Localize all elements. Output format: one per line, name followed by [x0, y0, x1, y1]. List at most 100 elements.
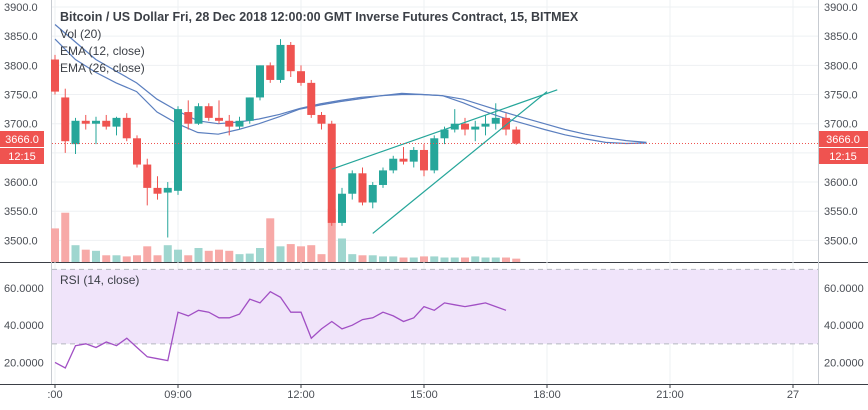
volume-bar [307, 245, 316, 262]
candle-body [215, 117, 223, 121]
ema12-line [54, 38, 647, 145]
volume-bar [450, 257, 459, 262]
study-ema26-label[interactable]: EMA (26, close) [60, 61, 145, 75]
candle-body [420, 149, 428, 171]
candles [51, 39, 521, 238]
volume-bar [389, 256, 398, 262]
volume-bar [481, 257, 490, 262]
study-volume-label[interactable]: Vol (20) [60, 27, 101, 41]
volume-bar [502, 257, 510, 262]
candle-body [307, 82, 316, 115]
volume-bar [256, 248, 264, 262]
volume-bar [163, 245, 172, 262]
candle-body [297, 71, 305, 83]
candle-body [338, 193, 346, 223]
volume-bar [153, 255, 162, 262]
candle-body [379, 170, 387, 185]
volume-bar [102, 255, 111, 262]
candle-body [276, 44, 285, 80]
candle-body [51, 59, 59, 92]
volume-bar [471, 256, 480, 262]
price-tick-label-left: 3550.0 [4, 206, 38, 218]
trendline-2 [331, 89, 558, 170]
volume-bar [317, 254, 326, 262]
candle-body [266, 65, 275, 80]
candle-body [81, 120, 90, 124]
volume-bar [379, 256, 387, 262]
volume-bar [81, 249, 90, 262]
candle-body [143, 164, 152, 188]
candle-body [409, 149, 418, 162]
last-price-right-text: 3666.0 [826, 134, 860, 146]
candle-body [184, 112, 193, 124]
volume-bars [51, 208, 521, 262]
chart-title: Bitcoin / US Dollar Fri, 28 Dec 2018 12:… [60, 10, 579, 24]
candle-body [153, 187, 162, 194]
price-tick-label-right: 3500.0 [824, 235, 858, 247]
candle-body [430, 138, 439, 171]
candle-body [122, 117, 131, 139]
price-tick-label-right: 3850.0 [824, 31, 858, 43]
candle-body [317, 114, 326, 124]
candle-body [399, 158, 408, 162]
rsi-band-fill [52, 269, 818, 344]
rsi-series-line [54, 290, 507, 369]
candle-body [512, 129, 521, 144]
candle-body [389, 158, 398, 171]
candle-body [481, 123, 490, 127]
rsi-label[interactable]: RSI (14, close) [60, 273, 139, 287]
time-tick-label: :00 [47, 389, 62, 401]
volume-bar [51, 228, 59, 262]
volume-bar [71, 245, 80, 262]
volume-bar [368, 255, 377, 262]
candle-body [225, 120, 234, 127]
candle-body [174, 109, 182, 191]
rsi-tick-label-left: 20.0000 [4, 357, 44, 369]
volume-bar [245, 253, 254, 262]
volume-bar [112, 255, 121, 262]
volume-bar [327, 208, 336, 262]
time-tick-label: 12:00 [287, 389, 315, 401]
price-tick-label-left: 3850.0 [4, 31, 38, 43]
candle-body [102, 120, 111, 127]
rsi-line [54, 290, 507, 369]
volume-bar [204, 250, 213, 262]
volume-bar [430, 256, 439, 262]
price-tick-label-left: 3750.0 [4, 90, 38, 102]
candle-body [163, 187, 172, 193]
trendlines[interactable] [331, 89, 558, 234]
ema26-line [54, 24, 647, 143]
candle-body [286, 44, 295, 72]
volume-bar [92, 250, 100, 262]
volume-bar [215, 249, 223, 262]
volume-bar [297, 246, 305, 262]
volume-bar [276, 246, 285, 262]
volume-bar [409, 257, 418, 262]
price-tick-label-right: 3550.0 [824, 206, 858, 218]
volume-bar [491, 257, 500, 262]
time-tick-label: 15:00 [410, 389, 438, 401]
candle-body [235, 120, 244, 127]
candle-body [327, 123, 336, 223]
countdown-right-text: 12:15 [829, 151, 857, 163]
price-tick-label-right: 3750.0 [824, 90, 858, 102]
time-tick-label: 18:00 [533, 389, 561, 401]
time-tick-label: 21:00 [656, 389, 684, 401]
study-ema12-label[interactable]: EMA (12, close) [60, 44, 145, 58]
rsi-tick-label-left: 60.0000 [4, 283, 44, 295]
price-tick-label-left: 3900.0 [4, 2, 38, 14]
rsi-tick-label-right: 60.0000 [824, 283, 864, 295]
volume-bar [194, 248, 203, 262]
countdown-badge-left [0, 148, 44, 164]
price-tick-label-left: 3600.0 [4, 177, 38, 189]
candle-body [440, 129, 449, 139]
volume-bar [286, 244, 295, 262]
time-tick-label: 09:00 [164, 389, 192, 401]
countdown-left-text: 12:15 [8, 151, 36, 163]
volume-bar [235, 254, 244, 262]
candle-body [450, 123, 459, 130]
price-tick-label-left: 3500.0 [4, 235, 38, 247]
countdown-badge-right [819, 148, 868, 164]
